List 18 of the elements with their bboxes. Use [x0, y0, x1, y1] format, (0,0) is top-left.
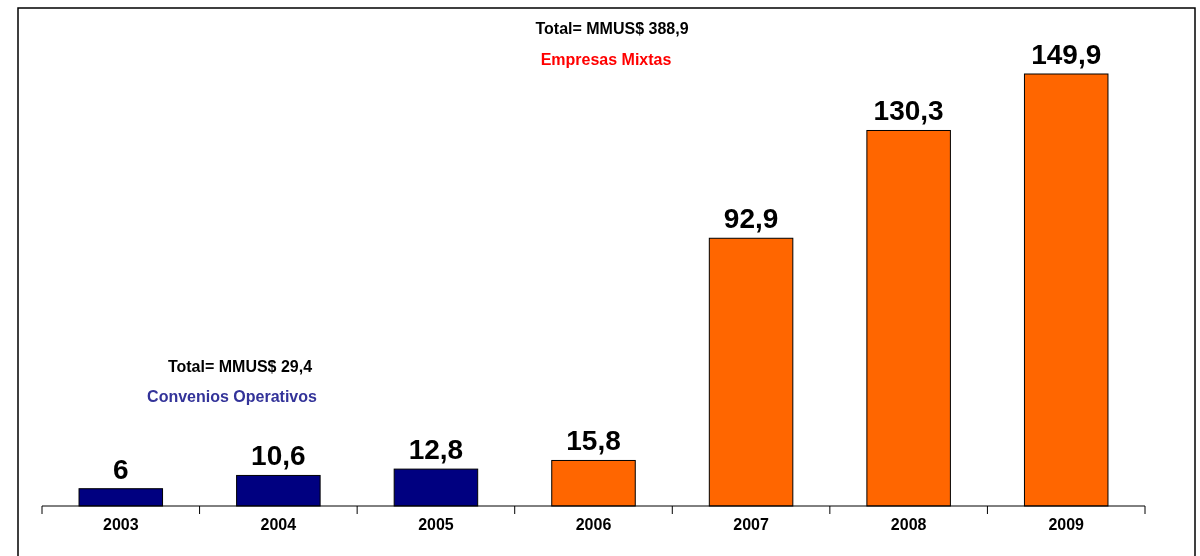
text: Total= MMUS$ 388,9 [535, 20, 689, 37]
x-tick-label: 2005 [418, 516, 454, 533]
x-tick-label: 2004 [260, 516, 297, 533]
data-label: 130,3 [873, 95, 944, 127]
data-label: 15,8 [566, 425, 621, 457]
x-tick-label: 2007 [733, 516, 769, 533]
x-tick-label: 2006 [575, 516, 612, 533]
annotation: Total= MMUS$ 29,4 [167, 358, 313, 375]
text: Empresas Mixtas [540, 51, 672, 68]
annotation: Convenios Operativos [147, 388, 318, 405]
data-label: 6 [113, 453, 129, 485]
x-tick-label: 2009 [1048, 516, 1085, 533]
x-tick-label: 2003 [102, 516, 139, 533]
data-label: 149,9 [1031, 39, 1102, 70]
x-tick-label: 2008 [890, 516, 927, 533]
data-label: 10,6 [251, 440, 306, 472]
data-label: 92,9 [723, 203, 779, 235]
data-label: 12,8 [408, 434, 464, 466]
